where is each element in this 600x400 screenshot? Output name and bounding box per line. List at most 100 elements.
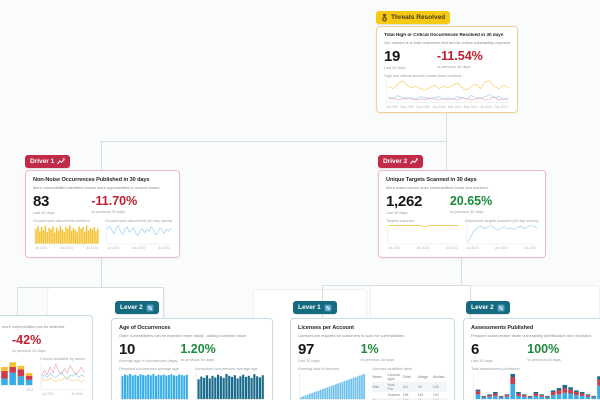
card-threats-resolved[interactable]: Total High or Critical Occurrences Resol… <box>376 26 518 113</box>
metric-caption: Average age of occurrences (days) <box>119 358 179 363</box>
card-licenses-per-account[interactable]: Licenses per Account Licenses are requir… <box>290 318 455 400</box>
connector-line <box>17 287 18 315</box>
badge-label: Lever 2 <box>471 304 494 311</box>
card-unique-targets-scanned[interactable]: Unique Targets Scanned in 30 days More s… <box>378 170 546 258</box>
badge-lever-2-age[interactable]: Lever 2 <box>115 301 159 314</box>
lever-icon <box>497 304 505 311</box>
delta-caption: vs previous 30 days <box>180 357 214 362</box>
metric-delta: -11.54% <box>436 48 483 63</box>
metric-row: 1,262 Last 30 days 20.65% vs previous 30… <box>386 194 538 215</box>
chart-caption: Targets scanned <box>386 218 414 223</box>
badge-label: Driver 1 <box>30 158 55 165</box>
badge-label: Driver 2 <box>383 158 408 165</box>
chart-caption: Unresolved occurrences average age <box>194 366 258 371</box>
chart-caption: Running total of licenses <box>298 366 340 371</box>
metric-row: 10 Average age of occurrences (days) 1.2… <box>119 342 265 363</box>
chart-targets-scanned: Jul 2023 Jan 2024 Jul 2024 <box>386 224 460 250</box>
x-axis-labels: Jul 2023 Jan 2024 Jul 2024 <box>388 245 458 250</box>
connector-line <box>101 258 102 287</box>
card-title: Non-Noise Occurrences Published in 30 da… <box>33 177 150 183</box>
card-title: Licenses per Account <box>298 325 354 331</box>
metric-delta: 1.20% <box>180 341 216 356</box>
chart-caption: Resolved occurrences average age <box>119 366 179 371</box>
metric-value: 10 <box>119 340 136 358</box>
chart-caption: Total assessments published <box>471 366 520 371</box>
x-axis-labels: Jul 2023 Jul 2024 <box>42 391 83 396</box>
metric-row: 19 Last 30 days -11.54% vs previous 30 d… <box>384 49 510 70</box>
metric-caption: Last 30 days <box>298 358 320 363</box>
badge-driver-1[interactable]: Driver 1 <box>25 155 71 168</box>
metric-caption: Last 30 days <box>384 65 406 70</box>
licenses-available-table: Name License type Total Usage Median Web Host … <box>371 372 447 400</box>
chart-caption: Licenses available table <box>371 366 412 371</box>
metric-caption: Last 30 days <box>33 210 55 215</box>
chart-checks-by-severity: Jul 2023 Jul 2024 <box>40 362 85 396</box>
metric-value: 97 <box>298 340 315 358</box>
chart-caption: Unlicensed targets scanned (30 day movin… <box>464 218 539 223</box>
badge-label: Threats Resolved <box>391 14 446 21</box>
badge-threats-resolved[interactable]: Threats Resolved <box>376 11 451 24</box>
chart-occurrences-moving-average: Jul 2023 Jan 2024 Jul 2024 <box>105 224 172 250</box>
chart-checks-stacked: 20232024 <box>0 358 35 392</box>
card-non-noise-occurrences[interactable]: Non-Noise Occurrences Published in 30 da… <box>25 170 180 258</box>
metric-delta: -11.70% <box>91 193 138 208</box>
trend-up-icon <box>410 158 418 165</box>
delta-caption: vs previous 30 days <box>436 64 471 69</box>
x-axis-labels: Jul 2023 Jan 2024 Jul 2024 <box>35 245 98 250</box>
metric-row: 6 Last 30 days 100% vs previous 30 days <box>471 342 600 363</box>
card-title: Unique Targets Scanned in 30 days <box>386 177 477 183</box>
chart-occurrences-discovered: Jul 2023 Jan 2024 Jul 2024 <box>33 224 100 250</box>
badge-lever-2-assessments[interactable]: Lever 2 <box>466 301 510 314</box>
badge-driver-2[interactable]: Driver 2 <box>378 155 424 168</box>
metric-row: 83 Last 30 days -11.70% vs previous 30 d… <box>33 194 172 215</box>
chart-issues-fixed-overtime: Jul 2023 Sep 2023 Nov 2023 Jan 2024 Mar 2024… <box>384 79 510 109</box>
chart-caption: Occurrences discovered (30 day moving av… <box>105 218 172 223</box>
card-assessments-published[interactable]: Assessments Published Frequent scans ena… <box>463 318 600 400</box>
licenses-table: Name License type Total Usage Median Web Host … <box>371 372 447 400</box>
card-subtitle: Our mission is to help customers find an… <box>384 39 510 45</box>
card-title: Total High or Critical Occurrences Resol… <box>384 33 504 38</box>
card-subtitle: More scans means more vulnerabilities fo… <box>386 184 489 190</box>
delta-caption: vs previous 30 days <box>91 209 125 214</box>
chart-unlicensed-targets-moving-average: Jul 2023 Jan 2024 Jul 2024 <box>465 224 539 250</box>
x-axis-labels: Jul 2023 Jan 2024 Jul 2024 <box>466 245 537 250</box>
badge-label: Lever 2 <box>120 304 143 311</box>
metric-row: -42% vs previous 30 days <box>0 333 85 353</box>
card-subtitle: Licenses are required for customers to s… <box>298 332 406 338</box>
metric-value: 83 <box>33 192 50 210</box>
card-subtitle: Frequent scans enable faster vulnerabili… <box>471 332 593 338</box>
metric-delta: 1% <box>360 341 379 356</box>
metric-delta: 100% <box>527 341 560 356</box>
badge-lever-1-licenses[interactable]: Lever 1 <box>293 301 337 314</box>
card-age-of-occurrences[interactable]: Age of Occurrences Older vulnerabilities… <box>111 318 273 400</box>
lever-icon <box>146 304 154 311</box>
connector-line <box>322 285 470 286</box>
metric-value: 6 <box>471 340 480 358</box>
delta-caption: vs previous 30 days <box>12 348 46 353</box>
lever-icon <box>324 304 332 311</box>
card-subtitle: Older vulnerabilities can be exploited m… <box>119 332 248 338</box>
metric-delta: -42% <box>12 332 42 347</box>
connector-line <box>101 141 102 170</box>
chart-caption: High and critical severity issues fixed … <box>384 73 462 78</box>
connector-line <box>461 258 462 285</box>
trend-up-icon <box>57 158 65 165</box>
delta-caption: vs previous 30 days <box>527 357 561 362</box>
metric-value: 1,262 <box>386 192 423 210</box>
metric-caption: Last 30 days <box>386 210 408 215</box>
card-title: Assessments Published <box>471 325 534 331</box>
connector-line <box>163 287 164 318</box>
x-axis-labels: 20232024 <box>25 387 34 392</box>
connector-line <box>101 141 446 142</box>
card-subtitle: more vulnerabilities can be detected. <box>2 323 66 329</box>
card-subtitle: More vulnerabilities identified means mo… <box>33 184 161 190</box>
x-axis-labels: Jul 2023 Sep 2023 Nov 2023 Jan 2024 Mar 2024… <box>386 104 508 109</box>
delta-caption: vs previous 30 days <box>360 357 395 362</box>
card-title: Age of Occurrences <box>119 325 171 331</box>
badge-label: Lever 1 <box>298 304 321 311</box>
card-checks-available[interactable]: more vulnerabilities can be detected. -4… <box>0 315 93 400</box>
metric-row: 97 Last 30 days 1% vs previous 30 days <box>298 342 447 363</box>
